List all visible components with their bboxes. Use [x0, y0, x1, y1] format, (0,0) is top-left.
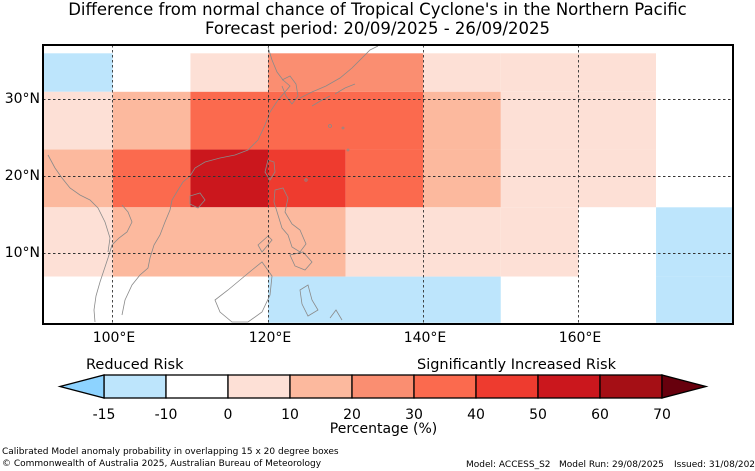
- footer-copyright: © Commonwealth of Australia 2025, Austra…: [2, 459, 322, 469]
- colorbar-segment: [475, 374, 539, 399]
- footer-description: Calibrated Model anomaly probability in …: [2, 447, 339, 457]
- colorbar-segment: [537, 374, 601, 399]
- y-tick-30: 30°N: [4, 91, 40, 107]
- cb-tick: 10: [281, 407, 299, 423]
- colorbar-under-arrow: [57, 374, 105, 399]
- grid-cell: [500, 149, 657, 208]
- grid-cell: [43, 149, 113, 208]
- cb-tick: 20: [343, 407, 361, 423]
- grid-cell: [43, 53, 113, 92]
- graticule: [43, 45, 733, 323]
- grid-cell: [500, 207, 579, 277]
- grid-cell: [423, 53, 501, 92]
- grid-cell: [190, 91, 424, 150]
- grid-cell: [656, 207, 733, 277]
- footer-model-run: Model Run: 29/08/2025: [559, 460, 664, 470]
- cb-tick: 40: [467, 407, 485, 423]
- grid-cell: [190, 53, 269, 92]
- cb-tick: -10: [154, 407, 178, 423]
- grid-cell: [345, 149, 424, 208]
- colorbar-segment: [599, 374, 663, 399]
- grid-cell: [345, 207, 424, 277]
- coastlines: [47, 45, 379, 323]
- map-title: Difference from normal chance of Tropica…: [68, 0, 687, 19]
- grid-cell: [656, 91, 733, 150]
- grid-cell: [43, 207, 113, 277]
- grid-cell: [423, 207, 501, 277]
- grid-cell: [656, 53, 733, 92]
- grid-cell: [578, 207, 657, 277]
- increased-risk-label: Significantly Increased Risk: [417, 357, 616, 373]
- colorbar-segment: [351, 374, 415, 399]
- cb-tick: 60: [591, 407, 609, 423]
- cb-tick: 70: [653, 407, 671, 423]
- grid-cell: [112, 149, 191, 208]
- cb-tick: 30: [405, 407, 423, 423]
- grid-cell: [268, 149, 346, 208]
- x-tick-120: 120°E: [248, 330, 292, 346]
- grid-cell: [268, 276, 501, 323]
- grid-cell: [656, 149, 733, 208]
- colorbar-units: Percentage (%): [329, 421, 438, 437]
- colorbar-segment: [103, 374, 167, 399]
- grid-cell: [656, 276, 733, 323]
- probability-grid: [43, 53, 733, 323]
- map-frame: [42, 44, 734, 325]
- colorbar-segment: [289, 374, 353, 399]
- grid-cell: [112, 207, 346, 277]
- colorbar-over-arrow: [661, 374, 709, 399]
- grid-cell: [112, 91, 191, 150]
- cb-tick: 0: [223, 407, 233, 423]
- grid-cell: [43, 276, 269, 323]
- x-tick-160: 160°E: [558, 330, 602, 346]
- grid-cell: [190, 149, 269, 208]
- x-tick-140: 140°E: [403, 330, 447, 346]
- footer-model: Model: ACCESS_S2: [466, 460, 551, 470]
- colorbar-segment: [165, 374, 229, 399]
- grid-cell: [423, 149, 501, 208]
- footer-issued: Issued: 31/08/2025: [674, 460, 755, 470]
- colorbar-segment: [413, 374, 477, 399]
- x-tick-100: 100°E: [92, 330, 136, 346]
- cb-tick: 50: [529, 407, 547, 423]
- colorbar: [57, 374, 709, 399]
- grid-cell: [43, 91, 113, 150]
- y-tick-10: 10°N: [4, 245, 40, 261]
- reduced-risk-label: Reduced Risk: [86, 357, 184, 373]
- cb-tick: -15: [92, 407, 116, 423]
- colorbar-segment: [227, 374, 291, 399]
- y-tick-20: 20°N: [4, 168, 40, 184]
- grid-cell: [423, 91, 501, 150]
- forecast-period: Forecast period: 20/09/2025 - 26/09/2025: [204, 19, 551, 38]
- grid-cell: [268, 53, 424, 92]
- grid-cell: [112, 53, 191, 92]
